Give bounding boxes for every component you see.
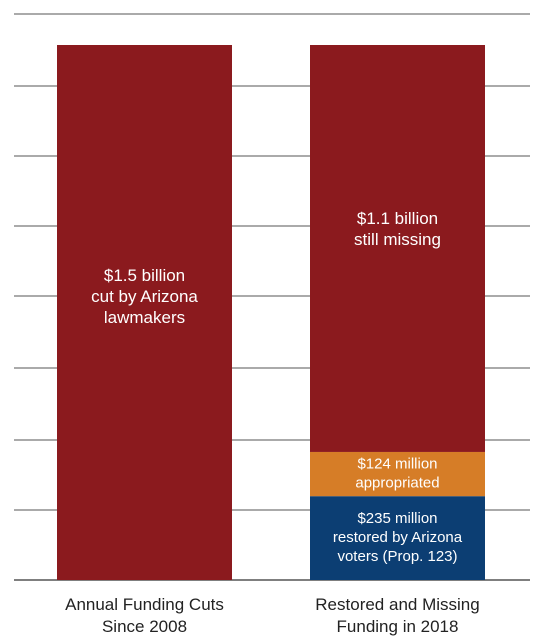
category-label: Restored and Missing — [315, 595, 479, 614]
segment-labels: $1.5 billion cut by Arizona lawmakers $235 … — [91, 209, 463, 565]
segment-label: $1.5 billion — [104, 266, 185, 285]
bar-segment — [310, 496, 485, 580]
bar-segment — [310, 451, 485, 497]
category-labels: Annual Funding Cuts Since 2008 Restored an… — [65, 595, 480, 636]
category-label: Funding in 2018 — [337, 617, 459, 636]
bar-segment — [310, 45, 485, 452]
bar-segment — [57, 45, 232, 580]
segment-label: voters (Prop. 123) — [337, 548, 457, 565]
segment-label: lawmakers — [104, 308, 185, 327]
segment-label: $235 million — [357, 510, 437, 527]
segment-label: restored by Arizona — [333, 529, 463, 546]
segment-label: $124 million — [357, 456, 437, 473]
segment-label: $1.1 billion — [357, 209, 438, 228]
category-label: Since 2008 — [102, 617, 187, 636]
bars — [57, 45, 485, 580]
segment-label: appropriated — [355, 475, 439, 492]
category-label: Annual Funding Cuts — [65, 595, 224, 614]
segment-label: cut by Arizona — [91, 287, 198, 306]
segment-label: still missing — [354, 230, 441, 249]
